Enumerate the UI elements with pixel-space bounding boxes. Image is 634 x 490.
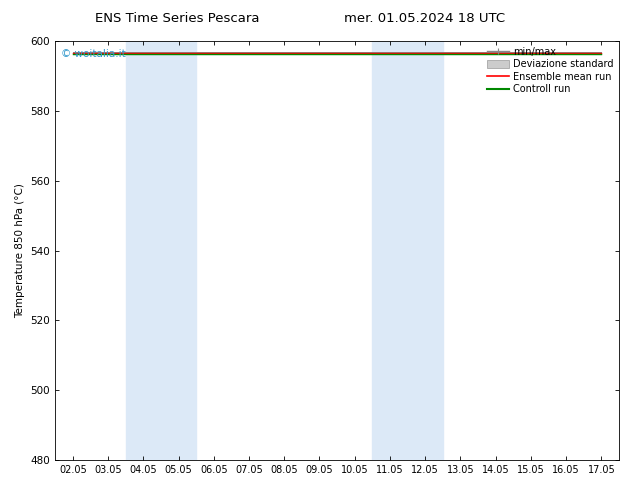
Legend: min/max, Deviazione standard, Ensemble mean run, Controll run: min/max, Deviazione standard, Ensemble m… bbox=[484, 43, 617, 98]
Text: ENS Time Series Pescara: ENS Time Series Pescara bbox=[95, 12, 260, 25]
Y-axis label: Temperature 850 hPa (°C): Temperature 850 hPa (°C) bbox=[15, 183, 25, 318]
Bar bbox=[126, 41, 196, 460]
Bar bbox=[372, 41, 443, 460]
Text: © woitalia.it: © woitalia.it bbox=[61, 49, 126, 59]
Text: mer. 01.05.2024 18 UTC: mer. 01.05.2024 18 UTC bbox=[344, 12, 505, 25]
